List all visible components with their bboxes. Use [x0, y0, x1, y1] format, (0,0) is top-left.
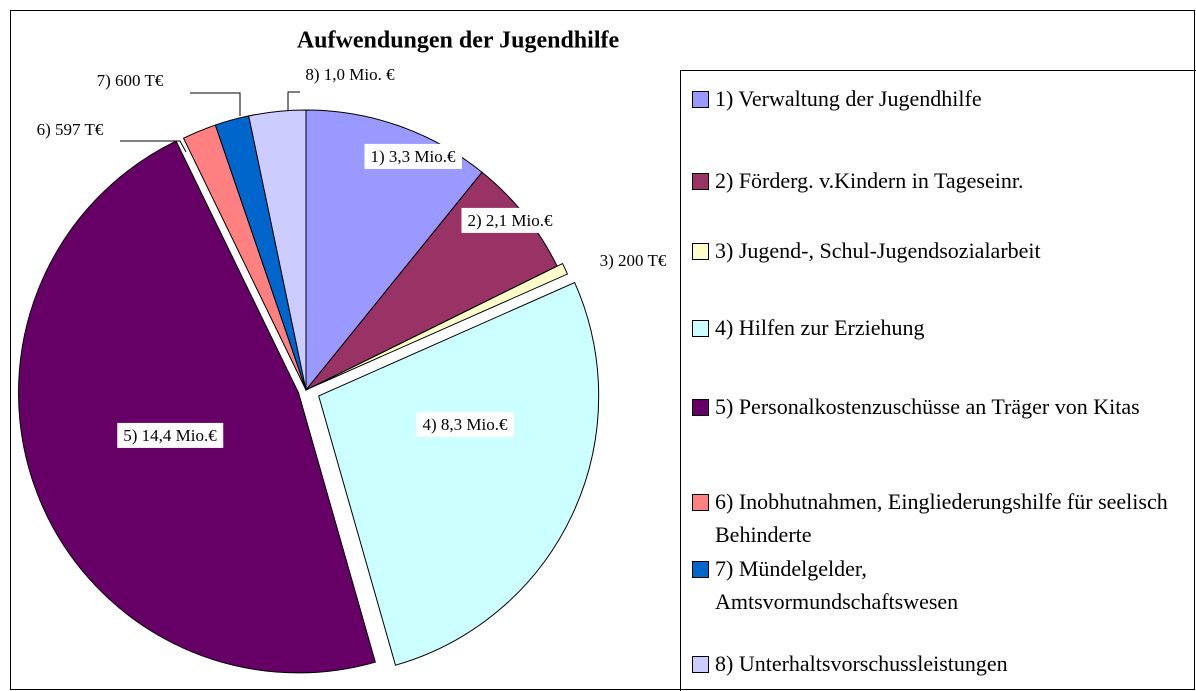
legend-item: 8) Unterhaltsvorschussleistungen — [692, 647, 1192, 680]
chart-title: Aufwendungen der Jugendhilfe — [297, 28, 620, 54]
data-label: 4) 8,3 Mio.€ — [423, 415, 509, 434]
data-label-box — [364, 143, 462, 169]
legend-label: 7) Mündelgelder, Amtsvormundschaftswesen — [715, 556, 959, 614]
legend-item: 1) Verwaltung der Jugendhilfe — [692, 82, 1192, 115]
legend-swatch — [692, 173, 709, 190]
leader-line — [190, 92, 241, 116]
pie-slice — [18, 140, 376, 674]
legend-item: 5) Personalkostenzuschüsse an Träger von… — [692, 390, 1192, 423]
legend-label: 5) Personalkostenzuschüsse an Träger von… — [715, 394, 1140, 419]
legend-border — [680, 70, 1196, 691]
data-label-box — [117, 422, 224, 448]
data-label: 5) 14,4 Mio.€ — [123, 426, 217, 445]
leader-line — [287, 91, 300, 116]
data-label-box — [461, 207, 559, 233]
pie-slice — [305, 109, 483, 392]
legend-swatch — [692, 494, 709, 511]
legend-item: 4) Hilfen zur Erziehung — [692, 311, 1192, 344]
legend-label: 1) Verwaltung der Jugendhilfe — [715, 86, 982, 111]
legend-swatch — [692, 91, 709, 108]
legend-label: 4) Hilfen zur Erziehung — [715, 315, 925, 340]
data-label: 3) 200 T€ — [600, 251, 667, 270]
pie-slice — [248, 109, 307, 391]
data-label: 6) 597 T€ — [37, 120, 104, 139]
data-label: 7) 600 T€ — [97, 71, 164, 90]
data-label: 8) 1,0 Mio. € — [305, 65, 395, 84]
legend-item: 7) Mündelgelder, Amtsvormundschaftswesen — [692, 552, 1192, 618]
legend-item: 2) Förderg. v.Kindern in Tageseinr. — [692, 164, 1192, 197]
legend-swatch — [692, 243, 709, 260]
leader-line — [120, 140, 187, 153]
legend-swatch — [692, 320, 709, 337]
data-label: 1) 3,3 Mio.€ — [371, 147, 457, 166]
legend-item: 6) Inobhutnahmen, Eingliederungshilfe fü… — [692, 485, 1192, 551]
legend-item: 3) Jugend-, Schul-Jugendsozialarbeit — [692, 234, 1192, 267]
pie-slice — [318, 281, 600, 666]
pie-slice — [311, 262, 569, 388]
legend-label: 8) Unterhaltsvorschussleistungen — [715, 651, 1008, 676]
legend-swatch — [692, 399, 709, 416]
chart-border — [10, 10, 1195, 690]
legend-swatch — [692, 561, 709, 578]
data-label-box — [416, 411, 514, 437]
legend-label: 2) Förderg. v.Kindern in Tageseinr. — [715, 168, 1024, 193]
legend-label: 3) Jugend-, Schul-Jugendsozialarbeit — [715, 238, 1041, 263]
legend-label: 6) Inobhutnahmen, Eingliederungshilfe fü… — [715, 489, 1168, 547]
legend-swatch — [692, 656, 709, 673]
data-label: 2) 2,1 Mio.€ — [468, 211, 554, 230]
